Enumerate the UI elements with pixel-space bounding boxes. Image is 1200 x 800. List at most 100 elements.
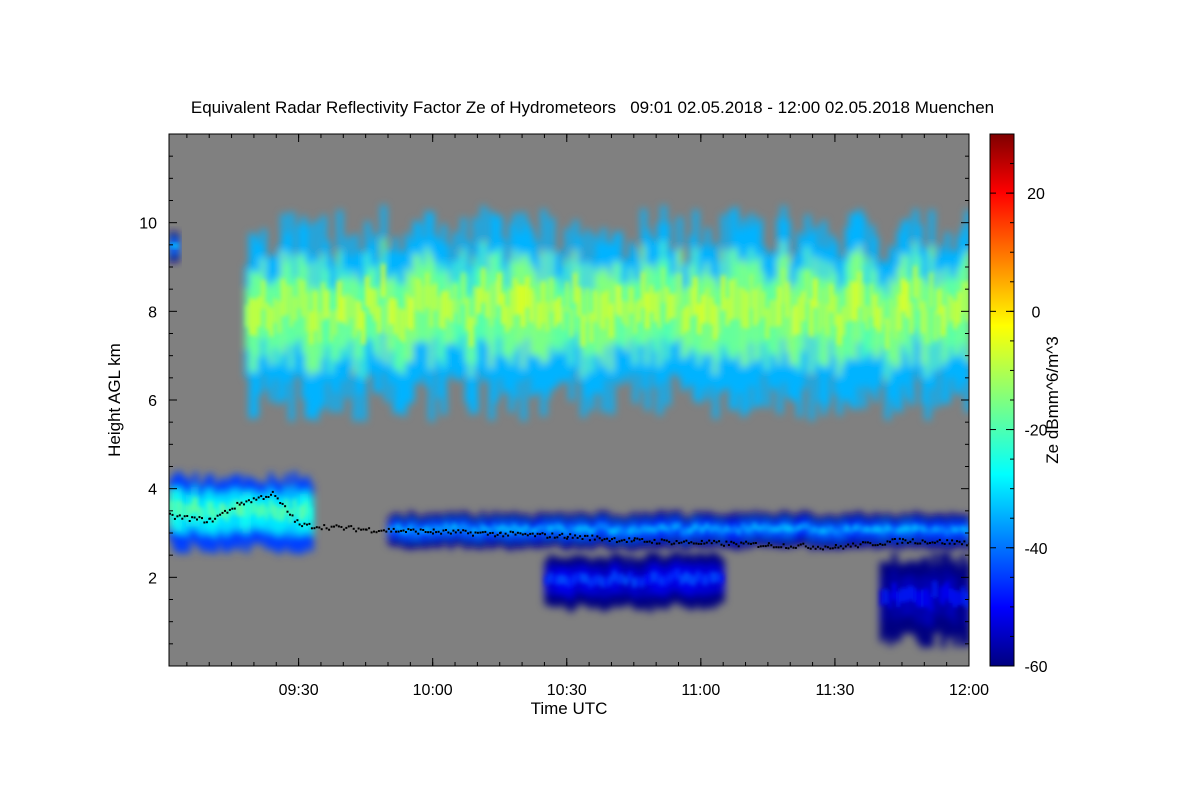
cloud-base-point [804, 545, 807, 548]
cloud-base-point [298, 523, 301, 526]
cloud-base-point [566, 537, 569, 540]
cloud-base-point [790, 545, 792, 548]
colorbar-tick-label: -40 [1024, 541, 1047, 558]
cloud-base-point [276, 497, 279, 500]
cloud-base-point [201, 517, 203, 520]
colorbar: -60 -40 -20 0 20 Ze dBmm^6/m^3 [989, 133, 1062, 676]
cloud-base-point [588, 539, 591, 542]
cloud-base-point [414, 530, 417, 533]
cloud-base-point [787, 547, 790, 550]
cloud-base-point [219, 513, 222, 516]
cloud-base-point [740, 541, 743, 544]
cloud-base-point [260, 495, 263, 498]
cloud-base-point [313, 527, 316, 530]
cloud-base-point [849, 545, 852, 548]
cloud-base-point [879, 543, 882, 545]
cloud-base-point [581, 538, 584, 540]
cloud-base-point [350, 525, 353, 528]
cloud-base-point [238, 503, 241, 506]
cloud-base-point [442, 529, 445, 532]
cloud-base-point [782, 543, 785, 546]
cloud-base-point [668, 540, 671, 543]
cloud-base-point [544, 533, 546, 536]
cloud-base-point [824, 545, 827, 548]
cloud-base-point [357, 527, 360, 530]
cloud-base-point [281, 502, 284, 505]
cloud-base-point [814, 547, 817, 550]
cloud-base-point [809, 547, 812, 550]
cloud-base-point [705, 541, 708, 544]
cloud-base-point [700, 539, 703, 542]
x-axis: 09:30 10:00 10:30 11:00 11:30 12:00 [186, 134, 989, 699]
cloud-base-point [871, 544, 874, 547]
cloud-base-point [648, 540, 651, 543]
cloud-base-point [447, 531, 450, 534]
cloud-base-point [953, 542, 956, 545]
cloud-base-point [553, 536, 556, 539]
cloud-base-point [323, 524, 326, 527]
cloud-base-point [392, 527, 395, 530]
cloud-base-point [909, 540, 912, 543]
cloud-base-point [929, 542, 931, 544]
x-tick-label: 10:00 [413, 682, 453, 699]
cloud-base-point [556, 536, 559, 539]
cloud-base-point [330, 525, 333, 528]
cloud-base-point [747, 542, 750, 545]
x-axis-label: Time UTC [531, 699, 608, 718]
cloud-base-point [794, 546, 797, 549]
cloud-base-point [318, 526, 321, 529]
cloud-base-point [193, 516, 196, 519]
cloud-base-point [571, 536, 574, 539]
cloud-base-point [191, 516, 194, 519]
cloud-base-point [633, 539, 636, 542]
colorbar-tick-label: 0 [1032, 304, 1041, 321]
cloud-base-point [467, 532, 470, 535]
cloud-base-point [842, 547, 845, 550]
cloud-base-point [279, 502, 282, 504]
cloud-base-point [713, 539, 716, 542]
cloud-base-point [591, 534, 594, 537]
cloud-base-point [911, 538, 914, 541]
cloud-base-point [257, 496, 260, 499]
cloud-base-point [678, 542, 681, 545]
cloud-base-point [579, 535, 582, 538]
cloud-base-point [901, 541, 904, 544]
cloud-base-point [636, 537, 639, 540]
cloud-base-point [651, 541, 653, 544]
cloud-base-point [685, 539, 688, 542]
cloud-base-point [603, 538, 606, 541]
cloud-base-point [633, 537, 636, 540]
x-tick-label: 09:30 [279, 682, 319, 699]
y-tick-label: 2 [148, 570, 157, 587]
cloud-base-point [807, 546, 810, 549]
cloud-base-point [188, 520, 191, 522]
cloud-base-point [817, 545, 819, 548]
cloud-base-point [566, 535, 569, 538]
x-tick-label: 11:30 [815, 682, 854, 699]
cloud-base-point [965, 544, 968, 547]
cloud-base-point [337, 525, 340, 528]
cloud-base-point [819, 547, 822, 550]
cloud-base-point [183, 515, 186, 518]
cloud-base-point [221, 511, 224, 514]
plot-area [168, 133, 970, 667]
cloud-base-point [598, 537, 601, 540]
cloud-base-point [874, 544, 877, 547]
cloud-base-point [328, 528, 331, 531]
cloud-base-point [502, 535, 505, 538]
cloud-base-point [255, 498, 258, 501]
cloud-base-point [181, 517, 184, 520]
cloud-base-point [919, 542, 922, 545]
cloud-base-point [205, 521, 208, 524]
cloud-base-point [551, 532, 554, 535]
cloud-base-point [615, 541, 618, 544]
cloud-base-point [826, 546, 829, 549]
colorbar-tick-label: -60 [1024, 659, 1047, 676]
cloud-base-point [333, 525, 335, 528]
cloud-base-point [412, 528, 415, 531]
cloud-base-point [844, 545, 847, 548]
colorbar-label: Ze dBmm^6/m^3 [1043, 336, 1062, 463]
cloud-base-point [933, 541, 936, 544]
cloud-base-point [169, 512, 171, 515]
cloud-base-point [454, 531, 457, 534]
